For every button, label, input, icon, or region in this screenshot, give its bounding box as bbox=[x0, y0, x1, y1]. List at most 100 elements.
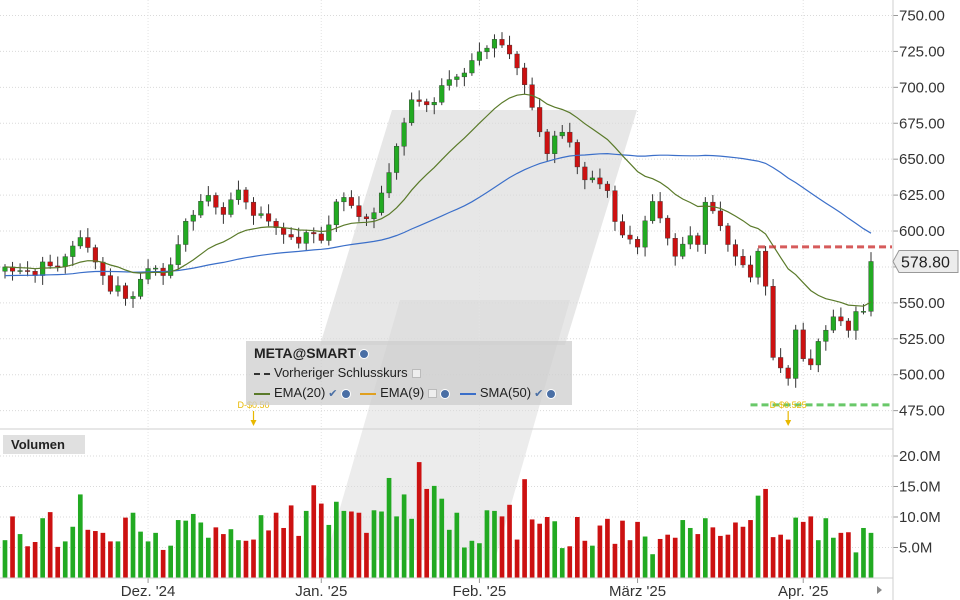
candle-body bbox=[612, 190, 618, 222]
candle-body bbox=[695, 235, 701, 245]
candle-body bbox=[198, 201, 204, 216]
volume-bar bbox=[793, 517, 799, 578]
candle-body bbox=[281, 227, 287, 235]
candle-body bbox=[619, 221, 626, 236]
y-tick-label: 550.00 bbox=[899, 295, 945, 312]
candle-body bbox=[604, 183, 610, 191]
volume-bar bbox=[349, 511, 354, 578]
scroll-arrow-icon[interactable] bbox=[877, 586, 882, 594]
candle-body bbox=[687, 235, 693, 245]
legend-label: EMA(9) bbox=[380, 385, 425, 400]
toggle-icon[interactable] bbox=[411, 369, 421, 379]
volume-bar bbox=[424, 488, 430, 578]
volume-bar bbox=[635, 521, 640, 578]
volume-bar bbox=[815, 540, 821, 578]
volume-label: Volumen bbox=[3, 435, 85, 454]
candle-body bbox=[627, 234, 633, 240]
candles bbox=[2, 32, 874, 388]
candle-body bbox=[657, 201, 663, 219]
toggle-icon[interactable] bbox=[428, 389, 438, 399]
candle-body bbox=[763, 250, 769, 287]
volume-bar bbox=[800, 521, 806, 578]
volume-bar bbox=[552, 521, 558, 578]
candle-body bbox=[130, 296, 136, 299]
candle-body bbox=[650, 201, 656, 222]
volume-bar bbox=[32, 542, 38, 578]
candle-body bbox=[717, 210, 723, 227]
volume-bar bbox=[657, 538, 663, 578]
volume-bar bbox=[371, 510, 377, 578]
candle-body bbox=[273, 221, 279, 228]
volume-bar bbox=[431, 485, 437, 578]
volume-bar bbox=[175, 520, 181, 578]
candle-body bbox=[153, 267, 159, 270]
volume-bar bbox=[266, 530, 271, 578]
x-tick-label: März '25 bbox=[609, 583, 666, 600]
candle-body bbox=[544, 131, 550, 154]
candle-body bbox=[484, 47, 490, 53]
vol-tick-label: 5.0M bbox=[899, 540, 932, 557]
candle-body bbox=[333, 201, 339, 226]
volume-bar bbox=[62, 541, 68, 578]
candle-body bbox=[800, 329, 806, 359]
volume-bar bbox=[416, 462, 422, 578]
time-axis: Dez. '24 Jan. '25 Feb. '25 März '25 Apr. '25 bbox=[121, 578, 828, 600]
candle-body bbox=[838, 316, 844, 322]
candle-body bbox=[845, 320, 851, 331]
vol-tick-label: 15.0M bbox=[899, 479, 941, 496]
check-icon[interactable]: ✔ bbox=[534, 388, 544, 400]
chart-legend: META@SMART Vorheriger Schlusskurs EMA(20… bbox=[246, 341, 572, 405]
candle-body bbox=[642, 220, 648, 248]
volume-bar bbox=[394, 516, 399, 578]
candle-body bbox=[537, 107, 543, 133]
volume-bar bbox=[221, 534, 226, 578]
candle-body bbox=[394, 146, 400, 173]
volume-bar bbox=[740, 526, 746, 578]
candle-body bbox=[348, 197, 354, 206]
settings-icon[interactable] bbox=[546, 388, 557, 399]
ema9-line-icon bbox=[360, 392, 377, 395]
candle-body bbox=[416, 99, 422, 102]
volume-bar bbox=[823, 518, 829, 578]
volume-bar bbox=[296, 535, 302, 578]
volume-bar bbox=[251, 539, 256, 578]
volume-bar bbox=[409, 518, 414, 578]
legend-indicators: EMA(20) ✔ EMA(9) SMA(50) ✔ bbox=[254, 384, 557, 402]
volume-bar bbox=[582, 540, 588, 578]
candle-body bbox=[318, 233, 324, 241]
settings-icon[interactable] bbox=[340, 388, 351, 399]
volume-bar bbox=[537, 523, 542, 578]
volume-bar bbox=[303, 510, 309, 578]
volume-bar bbox=[213, 527, 219, 578]
candle-body bbox=[235, 189, 241, 200]
candle-body bbox=[461, 72, 467, 78]
volume-bar bbox=[40, 518, 45, 578]
volume-bar bbox=[168, 545, 174, 578]
settings-icon[interactable] bbox=[440, 388, 451, 399]
volume-bar bbox=[868, 532, 874, 578]
candle-body bbox=[793, 329, 799, 379]
candle-body bbox=[70, 245, 76, 257]
y-tick-label: 650.00 bbox=[899, 151, 945, 168]
volume-bars bbox=[2, 462, 874, 578]
candle-body bbox=[145, 268, 151, 280]
sma50-line-icon bbox=[459, 392, 476, 395]
volume-bar bbox=[55, 546, 61, 578]
candle-body bbox=[243, 189, 249, 203]
legend-label: SMA(50) bbox=[479, 385, 532, 400]
volume-bar bbox=[462, 547, 467, 578]
y-tick-label: 725.00 bbox=[899, 43, 945, 60]
candle-body bbox=[25, 270, 31, 272]
volume-bar bbox=[672, 537, 678, 578]
volume-bar bbox=[288, 505, 294, 578]
volume-bar bbox=[318, 503, 324, 578]
volume-bar bbox=[123, 517, 128, 578]
check-icon[interactable]: ✔ bbox=[328, 388, 338, 400]
volume-bar bbox=[326, 524, 332, 578]
legend-prev-close: Vorheriger Schlusskurs bbox=[254, 364, 421, 382]
settings-icon[interactable] bbox=[359, 349, 370, 360]
candle-body bbox=[469, 60, 475, 74]
candle-body bbox=[356, 205, 362, 217]
volume-bar bbox=[130, 512, 136, 578]
